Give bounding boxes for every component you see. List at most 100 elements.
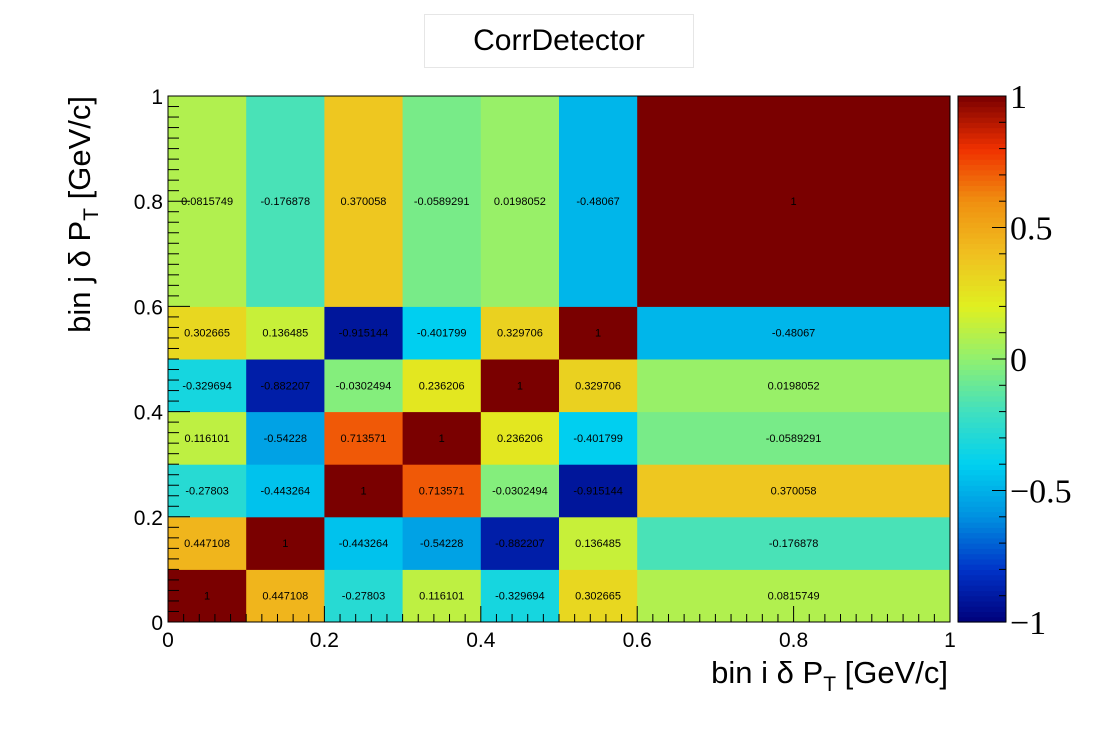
cell-value-label: 0.0198052 bbox=[494, 196, 546, 208]
heatmap-cell bbox=[324, 411, 404, 465]
colorbar-swatch bbox=[958, 537, 1006, 544]
colorbar-swatch bbox=[958, 195, 1006, 202]
colorbar-swatch bbox=[958, 180, 1006, 187]
cell-value-label: 0.236206 bbox=[497, 433, 543, 445]
colorbar-swatch bbox=[958, 401, 1006, 407]
cell-value-label: -0.27803 bbox=[185, 486, 228, 498]
heatmap-cell bbox=[480, 516, 560, 570]
cell-value-label: -0.0302494 bbox=[336, 380, 392, 392]
heatmap-cell bbox=[559, 306, 638, 360]
cell-value-label: -0.401799 bbox=[417, 328, 467, 340]
colorbar-swatch bbox=[958, 353, 1006, 360]
cell-value-label: -0.54228 bbox=[264, 433, 307, 445]
colorbar-swatch bbox=[958, 443, 1006, 450]
heatmap-cell bbox=[168, 516, 247, 570]
colorbar-swatch bbox=[958, 211, 1006, 218]
colorbar-swatch bbox=[958, 285, 1006, 292]
colorbar-swatch bbox=[958, 558, 1006, 565]
heatmap-cell bbox=[402, 516, 482, 570]
colorbar-swatch bbox=[958, 332, 1006, 339]
colorbar-swatch bbox=[958, 590, 1006, 597]
cell-value-label: 0.0815749 bbox=[768, 591, 820, 603]
y-tick-label: 0.6 bbox=[134, 296, 163, 319]
colorbar-swatch bbox=[958, 543, 1006, 549]
colorbar-swatch bbox=[958, 153, 1006, 160]
cell-value-label: -0.443264 bbox=[339, 538, 389, 550]
colorbar: −1 −0.5 0 0.5 1 bbox=[957, 79, 1072, 642]
heatmap-cell bbox=[168, 569, 247, 623]
cell-value-label: 0.0815749 bbox=[181, 196, 233, 208]
cell-value-label: 0.370058 bbox=[771, 486, 817, 498]
heatmap-cell bbox=[246, 569, 325, 623]
colorbar-swatch bbox=[958, 395, 1006, 402]
colorbar-swatch bbox=[958, 148, 1006, 155]
cell-value-label: -0.0589291 bbox=[766, 433, 822, 445]
colorbar-swatch bbox=[958, 532, 1006, 539]
heatmap-cell bbox=[559, 569, 638, 623]
colorbar-swatch bbox=[958, 306, 1006, 313]
colorbar-swatch bbox=[958, 253, 1006, 260]
x-tick-label: 0.4 bbox=[466, 629, 496, 652]
heatmap-cell bbox=[324, 306, 404, 360]
colorbar-swatch bbox=[958, 600, 1006, 607]
heatmap-cell bbox=[480, 569, 560, 623]
colorbar-swatch bbox=[958, 248, 1006, 255]
colorbar-swatch bbox=[958, 359, 1006, 365]
colorbar-swatch bbox=[958, 516, 1006, 523]
colorbar-swatch bbox=[958, 96, 1006, 102]
heatmap-cells bbox=[168, 96, 951, 623]
colorbar-swatch bbox=[958, 606, 1006, 613]
heatmap-cell bbox=[559, 464, 638, 518]
heatmap-cell bbox=[637, 464, 951, 518]
heatmap-cell bbox=[637, 516, 951, 570]
cell-value-label: 1 bbox=[282, 538, 288, 550]
cell-value-label: -0.329694 bbox=[182, 380, 232, 392]
heatmap-cell bbox=[168, 464, 247, 518]
cell-value-label: -0.27803 bbox=[342, 591, 385, 603]
colorbar-swatch bbox=[958, 422, 1006, 428]
heatmap-cell bbox=[168, 411, 247, 465]
colorbar-swatch bbox=[958, 327, 1006, 334]
heatmap-cell bbox=[246, 516, 325, 570]
heatmap-cell bbox=[324, 96, 404, 307]
colorbar-swatch bbox=[958, 201, 1006, 208]
colorbar-swatch bbox=[958, 453, 1006, 460]
cell-value-label: -0.176878 bbox=[769, 538, 819, 550]
heatmap-cell bbox=[480, 411, 560, 465]
cell-value-label: 0.329706 bbox=[575, 380, 621, 392]
colorbar-swatch bbox=[958, 143, 1006, 150]
colorbar-swatch bbox=[958, 585, 1006, 592]
chart-title: CorrDetector bbox=[424, 14, 694, 68]
colorbar-tick-label: 1 bbox=[1010, 79, 1027, 116]
colorbar-swatch bbox=[958, 564, 1006, 570]
heatmap-cell bbox=[637, 359, 951, 413]
cell-value-label: 0.329706 bbox=[497, 328, 543, 340]
cell-value-label: -0.443264 bbox=[261, 486, 311, 498]
colorbar-swatch bbox=[958, 169, 1006, 176]
colorbar-swatch bbox=[958, 385, 1006, 392]
colorbar-swatch bbox=[958, 185, 1006, 192]
x-axis-title: bin i δ PT [GeV/c] bbox=[711, 655, 948, 696]
colorbar-swatch bbox=[958, 364, 1006, 371]
colorbar-tick-label: 0 bbox=[1010, 342, 1027, 379]
heatmap-cell bbox=[402, 306, 482, 360]
colorbar-swatch bbox=[958, 369, 1006, 376]
x-tick-label: 0.2 bbox=[310, 629, 339, 652]
heatmap-cell bbox=[402, 96, 482, 307]
heatmap-cell bbox=[168, 306, 247, 360]
colorbar-swatch bbox=[958, 411, 1006, 418]
cell-value-label: -0.48067 bbox=[576, 196, 619, 208]
cell-value-label: -0.0302494 bbox=[492, 486, 548, 498]
colorbar-swatch bbox=[958, 322, 1006, 329]
cell-value-label: -0.882207 bbox=[261, 380, 311, 392]
cell-value-label: 1 bbox=[360, 486, 366, 498]
y-tick-label: 0.8 bbox=[134, 191, 163, 214]
x-axis-title-main: bin i δ P bbox=[711, 655, 823, 690]
colorbar-swatch bbox=[958, 259, 1006, 265]
colorbar-swatch bbox=[958, 295, 1006, 302]
heatmap-cell bbox=[480, 464, 560, 518]
cell-value-label: 0.302665 bbox=[575, 591, 621, 603]
cell-value-label: 1 bbox=[517, 380, 523, 392]
y-tick-label: 0 bbox=[151, 612, 163, 635]
cell-value-label: 0.136485 bbox=[575, 538, 621, 550]
